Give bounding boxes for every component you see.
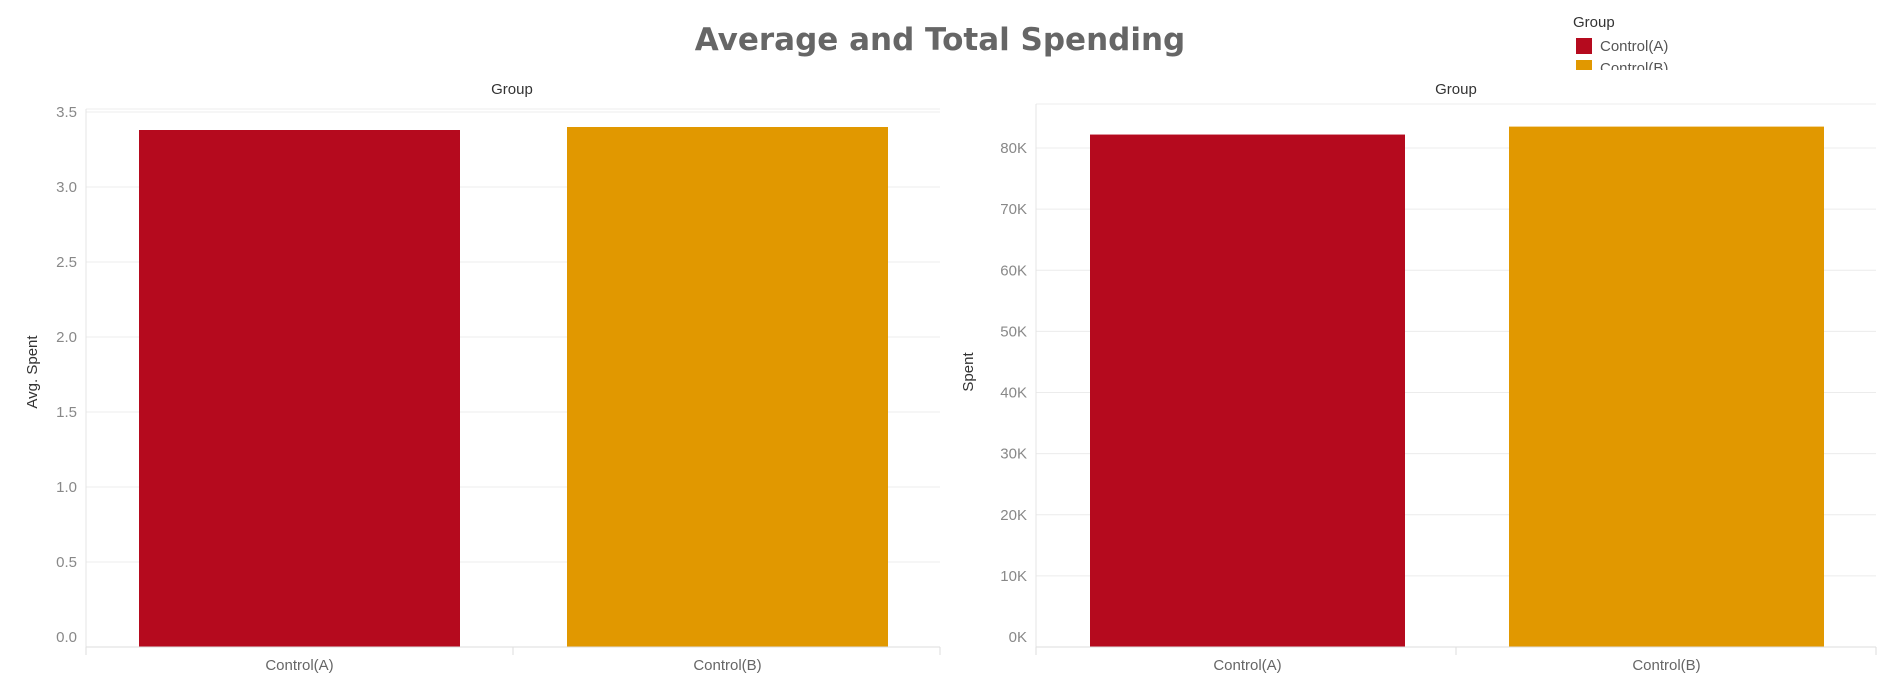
y-tick-label: 3.0: [56, 179, 77, 196]
y-tick-label: 10K: [1000, 568, 1027, 585]
y-tick-label: 50K: [1000, 323, 1027, 340]
bar-control-b: [1509, 126, 1824, 647]
x-tick-label: Control(B): [693, 657, 761, 674]
chart-title: Average and Total Spending: [694, 22, 1186, 58]
legend: Group Control(A) Control(B): [1573, 14, 1773, 70]
y-tick-label: 0.0: [56, 629, 77, 646]
x-tick-label: Control(A): [1213, 657, 1281, 674]
avg-spent-chart: Group Avg. Spent 0.0 0.5 1.0 1.5 2.0 2.5 3.0 3.5 C…: [24, 81, 941, 674]
x-tick-label: Control(B): [1632, 657, 1700, 674]
y-tick-label: 0K: [1009, 629, 1027, 646]
legend-label-control-b: Control(B): [1600, 59, 1669, 71]
y-tick-label: 30K: [1000, 446, 1027, 463]
y-tick-label: 60K: [1000, 262, 1027, 279]
y-tick-label: 80K: [1000, 140, 1027, 157]
panel-header: Group: [1435, 81, 1477, 98]
x-tick-label: Control(A): [265, 657, 333, 674]
panel-header: Group: [491, 81, 533, 98]
y-tick-label: 70K: [1000, 201, 1027, 218]
y-tick-label: 1.5: [56, 404, 77, 421]
legend-swatch-control-b: [1576, 60, 1592, 70]
legend-item-control-b[interactable]: Control(B): [1573, 57, 1773, 70]
y-axis-label: Spent: [960, 352, 977, 392]
y-tick-label: 2.0: [56, 329, 77, 346]
y-tick-label: 0.5: [56, 554, 77, 571]
bar-control-a: [1090, 134, 1405, 648]
y-tick-label: 40K: [1000, 385, 1027, 402]
bar-control-b: [567, 127, 888, 647]
y-axis-label: Avg. Spent: [24, 335, 41, 409]
y-tick-label: 20K: [1000, 507, 1027, 524]
legend-item-control-a[interactable]: Control(A): [1573, 35, 1773, 57]
y-tick-label: 2.5: [56, 254, 77, 271]
legend-title: Group: [1573, 14, 1615, 31]
bar-control-a: [139, 130, 460, 647]
legend-label-control-a: Control(A): [1600, 37, 1669, 55]
y-tick-label: 3.5: [56, 104, 77, 121]
legend-swatch-control-a: [1576, 38, 1592, 54]
y-tick-label: 1.0: [56, 479, 77, 496]
